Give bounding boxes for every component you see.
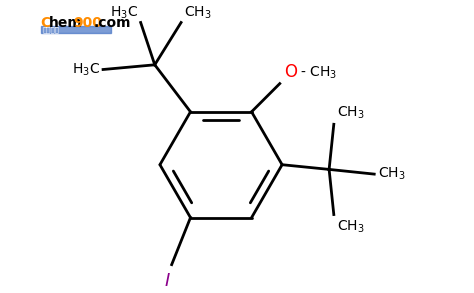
Text: CH$_3$: CH$_3$ (378, 166, 406, 182)
Text: hem: hem (49, 16, 83, 30)
Text: CH$_3$: CH$_3$ (184, 4, 211, 21)
Text: H$_3$C: H$_3$C (72, 61, 100, 78)
Text: .com: .com (93, 16, 131, 30)
Text: 900: 900 (73, 16, 102, 30)
Text: C: C (41, 16, 51, 30)
Text: CH$_3$: CH$_3$ (337, 218, 364, 235)
Text: H$_3$C: H$_3$C (110, 4, 138, 21)
Text: O: O (284, 63, 298, 81)
Text: CH$_3$: CH$_3$ (337, 104, 364, 120)
Bar (41, 25, 111, 33)
Text: I: I (164, 272, 170, 290)
Text: 粤化工网: 粤化工网 (43, 27, 59, 33)
Text: - CH$_3$: - CH$_3$ (301, 64, 337, 81)
